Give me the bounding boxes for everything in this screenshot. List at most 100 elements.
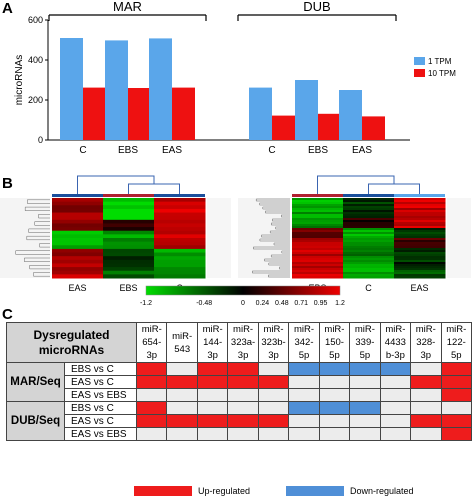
right-heatmap-cell [394, 222, 446, 225]
left-heatmap-cell [154, 248, 206, 254]
regulation-cell-down [349, 401, 381, 415]
right-heatmap-cell [343, 238, 395, 241]
regulation-cell-none [410, 427, 442, 441]
right-heatmap-cell [394, 246, 446, 249]
left-heatmap-cell [154, 201, 206, 206]
right-heatmap-cell [292, 240, 344, 243]
regulation-cell-none [410, 401, 442, 415]
right-heatmap-cell [343, 198, 395, 201]
right-heatmap-cell [292, 264, 344, 267]
right-heatmap-row-tree [265, 210, 290, 214]
left-heatmap-col-tree [77, 175, 155, 194]
right-heatmap-cell [394, 240, 446, 243]
right-heatmap-cell [343, 256, 395, 259]
color-scale-tick: -0.48 [196, 300, 212, 307]
right-heatmap-cell [394, 208, 446, 211]
bar-10tpm [128, 88, 151, 140]
right-heatmap-cell [394, 262, 446, 265]
regulation-cell-up [440, 362, 473, 376]
right-heatmap-row-tree [270, 254, 290, 258]
right-heatmap-cell [292, 248, 344, 251]
right-heatmap-cell [292, 266, 344, 269]
left-heatmap-cell [154, 274, 206, 279]
dysregulation-table-wrap: Dysregulated microRNAs miR- 654- 3p miR- … [6, 322, 473, 441]
right-heatmap-cell [343, 254, 395, 257]
bar-chart: 0 200 400 600 microRNAs MAR C EBS EAS DUB C EBS EAS 1… [14, 0, 456, 156]
right-heatmap-col-bar [394, 194, 445, 197]
x-tick-label: C [79, 145, 86, 156]
right-heatmap-cell [292, 214, 344, 217]
right-heatmap-cell [343, 246, 395, 249]
color-scale-tick: 1.2 [335, 300, 345, 307]
right-heatmap-cell [394, 226, 446, 229]
comparison-label: EAS vs EBS [64, 388, 137, 402]
right-heatmap-col-bar [292, 194, 343, 197]
right-heatmap-cell [343, 206, 395, 209]
regulation-cell-none [166, 362, 198, 376]
regulation-cell-down [288, 401, 320, 415]
regulation-cell-up [166, 375, 198, 389]
x-tick-label: EAS [162, 145, 182, 156]
left-heatmap-cell [52, 248, 104, 254]
right-heatmap-cell [292, 276, 344, 279]
right-heatmap-cell [394, 276, 446, 279]
regulation-cell-up [257, 414, 290, 428]
right-heatmap-cell [343, 236, 395, 239]
left-heatmap-cell [154, 227, 206, 232]
legend-label: 1 TPM [428, 57, 452, 66]
right-heatmap-cell [343, 234, 395, 237]
regulation-cell-none [318, 388, 351, 402]
left-heatmap-cell [52, 274, 104, 279]
regulation-cell-none [257, 401, 290, 415]
right-heatmap-cell [343, 218, 395, 221]
regulation-cell-none [410, 362, 442, 376]
right-heatmap-cell [292, 212, 344, 215]
right-heatmap-cell [343, 228, 395, 231]
right-heatmap-cell [394, 202, 446, 205]
right-heatmap-cell [343, 212, 395, 215]
right-heatmap-cell [292, 238, 344, 241]
bar-1tpm [105, 40, 128, 140]
regulation-cell-up [227, 414, 259, 428]
right-heatmap-row-tree [273, 242, 290, 246]
left-heatmap-col-bar [52, 194, 103, 197]
mirna-header: miR- 339- 5p [349, 322, 381, 363]
color-scale-tick: 0.71 [294, 300, 308, 307]
right-heatmap-cell [343, 202, 395, 205]
regulation-cell-up [227, 362, 259, 376]
left-heatmap-cell [154, 256, 206, 261]
left-heatmap-cell [154, 252, 206, 257]
x-tick-label: C [268, 145, 275, 156]
regulation-cell-up [410, 414, 442, 428]
left-heatmap-row-tree [29, 265, 50, 270]
left-heatmap-cell [52, 212, 104, 217]
right-heatmap-cell [292, 274, 344, 277]
right-heatmap-cell [394, 244, 446, 247]
right-heatmap-cell [343, 250, 395, 253]
left-heatmap-cell [52, 270, 104, 275]
legend-swatch [414, 69, 425, 77]
regulation-cell-none [135, 388, 168, 402]
right-heatmap-cell [343, 274, 395, 277]
mirna-header: miR- 144- 3p [196, 322, 229, 363]
regulation-cell-up [135, 401, 168, 415]
regulation-cell-none [257, 362, 290, 376]
right-heatmap-cell [394, 272, 446, 275]
right-heatmap-row-tree [252, 270, 290, 274]
color-scale-tick: 0.48 [275, 300, 289, 307]
left-heatmap-cell [103, 238, 155, 243]
right-heatmap-cell [343, 214, 395, 217]
regulation-cell-none [349, 414, 381, 428]
regulation-cell-up [440, 375, 473, 389]
regulation-cell-none [288, 427, 320, 441]
mirna-header: miR- 543 [166, 322, 198, 363]
mirna-header: miR- 4433 b-3p [379, 322, 412, 363]
left-heatmap-row-tree [28, 228, 50, 233]
right-heatmap-col-bar [343, 194, 394, 197]
bar-1tpm [295, 80, 318, 140]
bar-10tpm [83, 87, 106, 140]
left-heatmap-col-tree [128, 183, 180, 194]
right-heatmap-cell [343, 264, 395, 267]
regulation-cell-up [135, 414, 168, 428]
right-heatmap-cell [292, 218, 344, 221]
